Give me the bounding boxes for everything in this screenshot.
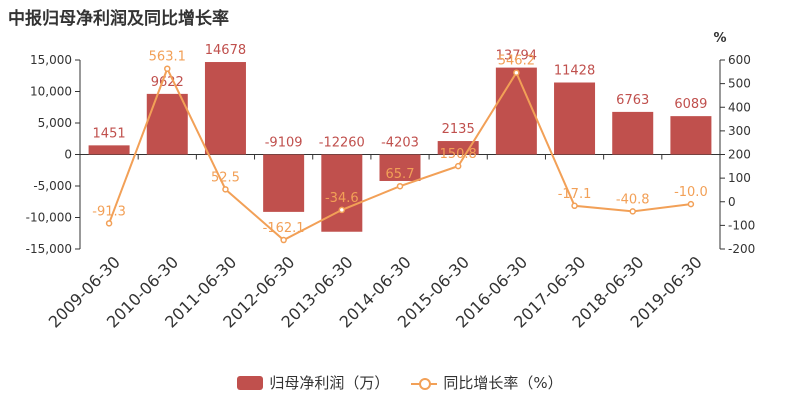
growth-rate-point-2015-06-30 bbox=[454, 162, 462, 170]
growth-rate-label: -17.1 bbox=[558, 187, 592, 202]
y-left-tick-label: -15,000 bbox=[26, 242, 72, 256]
bar-2018-06-30 bbox=[612, 111, 654, 155]
legend-item-bar[interactable]: 归母净利润（万） bbox=[237, 372, 389, 393]
y-left-tick-label: 5,000 bbox=[38, 116, 72, 130]
bar-2012-06-30 bbox=[263, 154, 305, 212]
bar-2019-06-30 bbox=[670, 116, 712, 155]
growth-rate-label: -10.0 bbox=[674, 185, 708, 200]
y-left-tick-label: -10,000 bbox=[26, 211, 72, 225]
growth-rate-point-2013-06-30 bbox=[338, 206, 346, 214]
y-right-tick-label: 400 bbox=[728, 100, 751, 114]
bar-swatch-icon bbox=[237, 375, 264, 390]
bar-value-label: 6089 bbox=[674, 97, 707, 112]
y-left-tick-label: -5,000 bbox=[33, 179, 72, 193]
y-left-tick-label: 10,000 bbox=[30, 85, 72, 99]
y-right-tick-label: 0 bbox=[728, 195, 736, 209]
growth-rate-point-2014-06-30 bbox=[396, 182, 404, 190]
bar-value-label: 6763 bbox=[616, 93, 649, 108]
y-right-tick-label: 200 bbox=[728, 148, 751, 162]
y-right-unit-label: % bbox=[713, 31, 726, 46]
growth-rate-label: -34.6 bbox=[325, 191, 359, 206]
growth-rate-label: -91.3 bbox=[92, 204, 126, 219]
legend-label-line: 同比增长率（%） bbox=[443, 374, 563, 392]
growth-rate-point-2010-06-30 bbox=[164, 65, 171, 72]
bar-2017-06-30 bbox=[554, 82, 596, 155]
growth-rate-label: 52.5 bbox=[211, 170, 240, 185]
bar-2010-06-30 bbox=[146, 93, 188, 155]
growth-rate-label: 546.2 bbox=[498, 54, 535, 69]
bar-value-label: 9622 bbox=[151, 75, 184, 90]
bar-value-label: 1451 bbox=[93, 126, 126, 141]
bar-2013-06-30 bbox=[321, 154, 363, 232]
bar-2009-06-30 bbox=[88, 145, 130, 155]
y-right-tick-label: 300 bbox=[728, 124, 751, 138]
y-right-tick-label: 500 bbox=[728, 77, 751, 91]
y-right-tick-label: 100 bbox=[728, 171, 751, 185]
growth-rate-point-2016-06-30 bbox=[513, 69, 520, 76]
bar-value-label: 13794 bbox=[496, 49, 537, 64]
line-marker-icon bbox=[411, 376, 438, 390]
growth-rate-point-2019-06-30 bbox=[687, 200, 695, 208]
legend: 归母净利润（万） 同比增长率（%） bbox=[0, 372, 800, 393]
bar-value-label: 2135 bbox=[442, 122, 475, 137]
y-left-tick-label: 15,000 bbox=[30, 53, 72, 67]
bar-value-label: 14678 bbox=[205, 43, 246, 58]
bar-value-label: -9109 bbox=[265, 136, 303, 151]
chart-canvas: 15,000 10,000 5,000 0 -5,000 -10,000 -15,000 60… bbox=[26, 31, 756, 332]
growth-rate-point-2011-06-30 bbox=[222, 186, 229, 193]
growth-rate-point-2017-06-30 bbox=[571, 202, 578, 210]
legend-label-bar: 归母净利润（万） bbox=[269, 374, 390, 392]
bar-2016-06-30 bbox=[495, 67, 537, 155]
chart-title: 中报归母净利润及同比增长率 bbox=[8, 9, 229, 29]
growth-rate-point-2012-06-30 bbox=[280, 236, 287, 244]
y-right-tick-label: -100 bbox=[728, 218, 755, 232]
growth-rate-label: -162.1 bbox=[263, 221, 305, 236]
bar-value-label: -4203 bbox=[381, 136, 419, 151]
growth-rate-label: 65.7 bbox=[386, 167, 415, 182]
growth-rate-label: 150.8 bbox=[440, 147, 477, 162]
bar-2014-06-30 bbox=[379, 154, 421, 181]
bar-value-label: -12260 bbox=[319, 136, 365, 151]
growth-rate-point-2009-06-30 bbox=[105, 220, 113, 227]
growth-rate-label: -40.8 bbox=[616, 192, 650, 207]
y-right-tick-label: 600 bbox=[728, 53, 751, 67]
growth-rate-label: 563.1 bbox=[149, 50, 186, 65]
y-right-tick-label: -200 bbox=[728, 242, 755, 256]
y-left-tick-label: 0 bbox=[64, 148, 72, 162]
growth-rate-point-2018-06-30 bbox=[629, 208, 636, 215]
bar-value-label: 11428 bbox=[554, 64, 595, 79]
bar-2011-06-30 bbox=[204, 62, 246, 155]
legend-item-line[interactable]: 同比增长率（%） bbox=[411, 372, 563, 393]
